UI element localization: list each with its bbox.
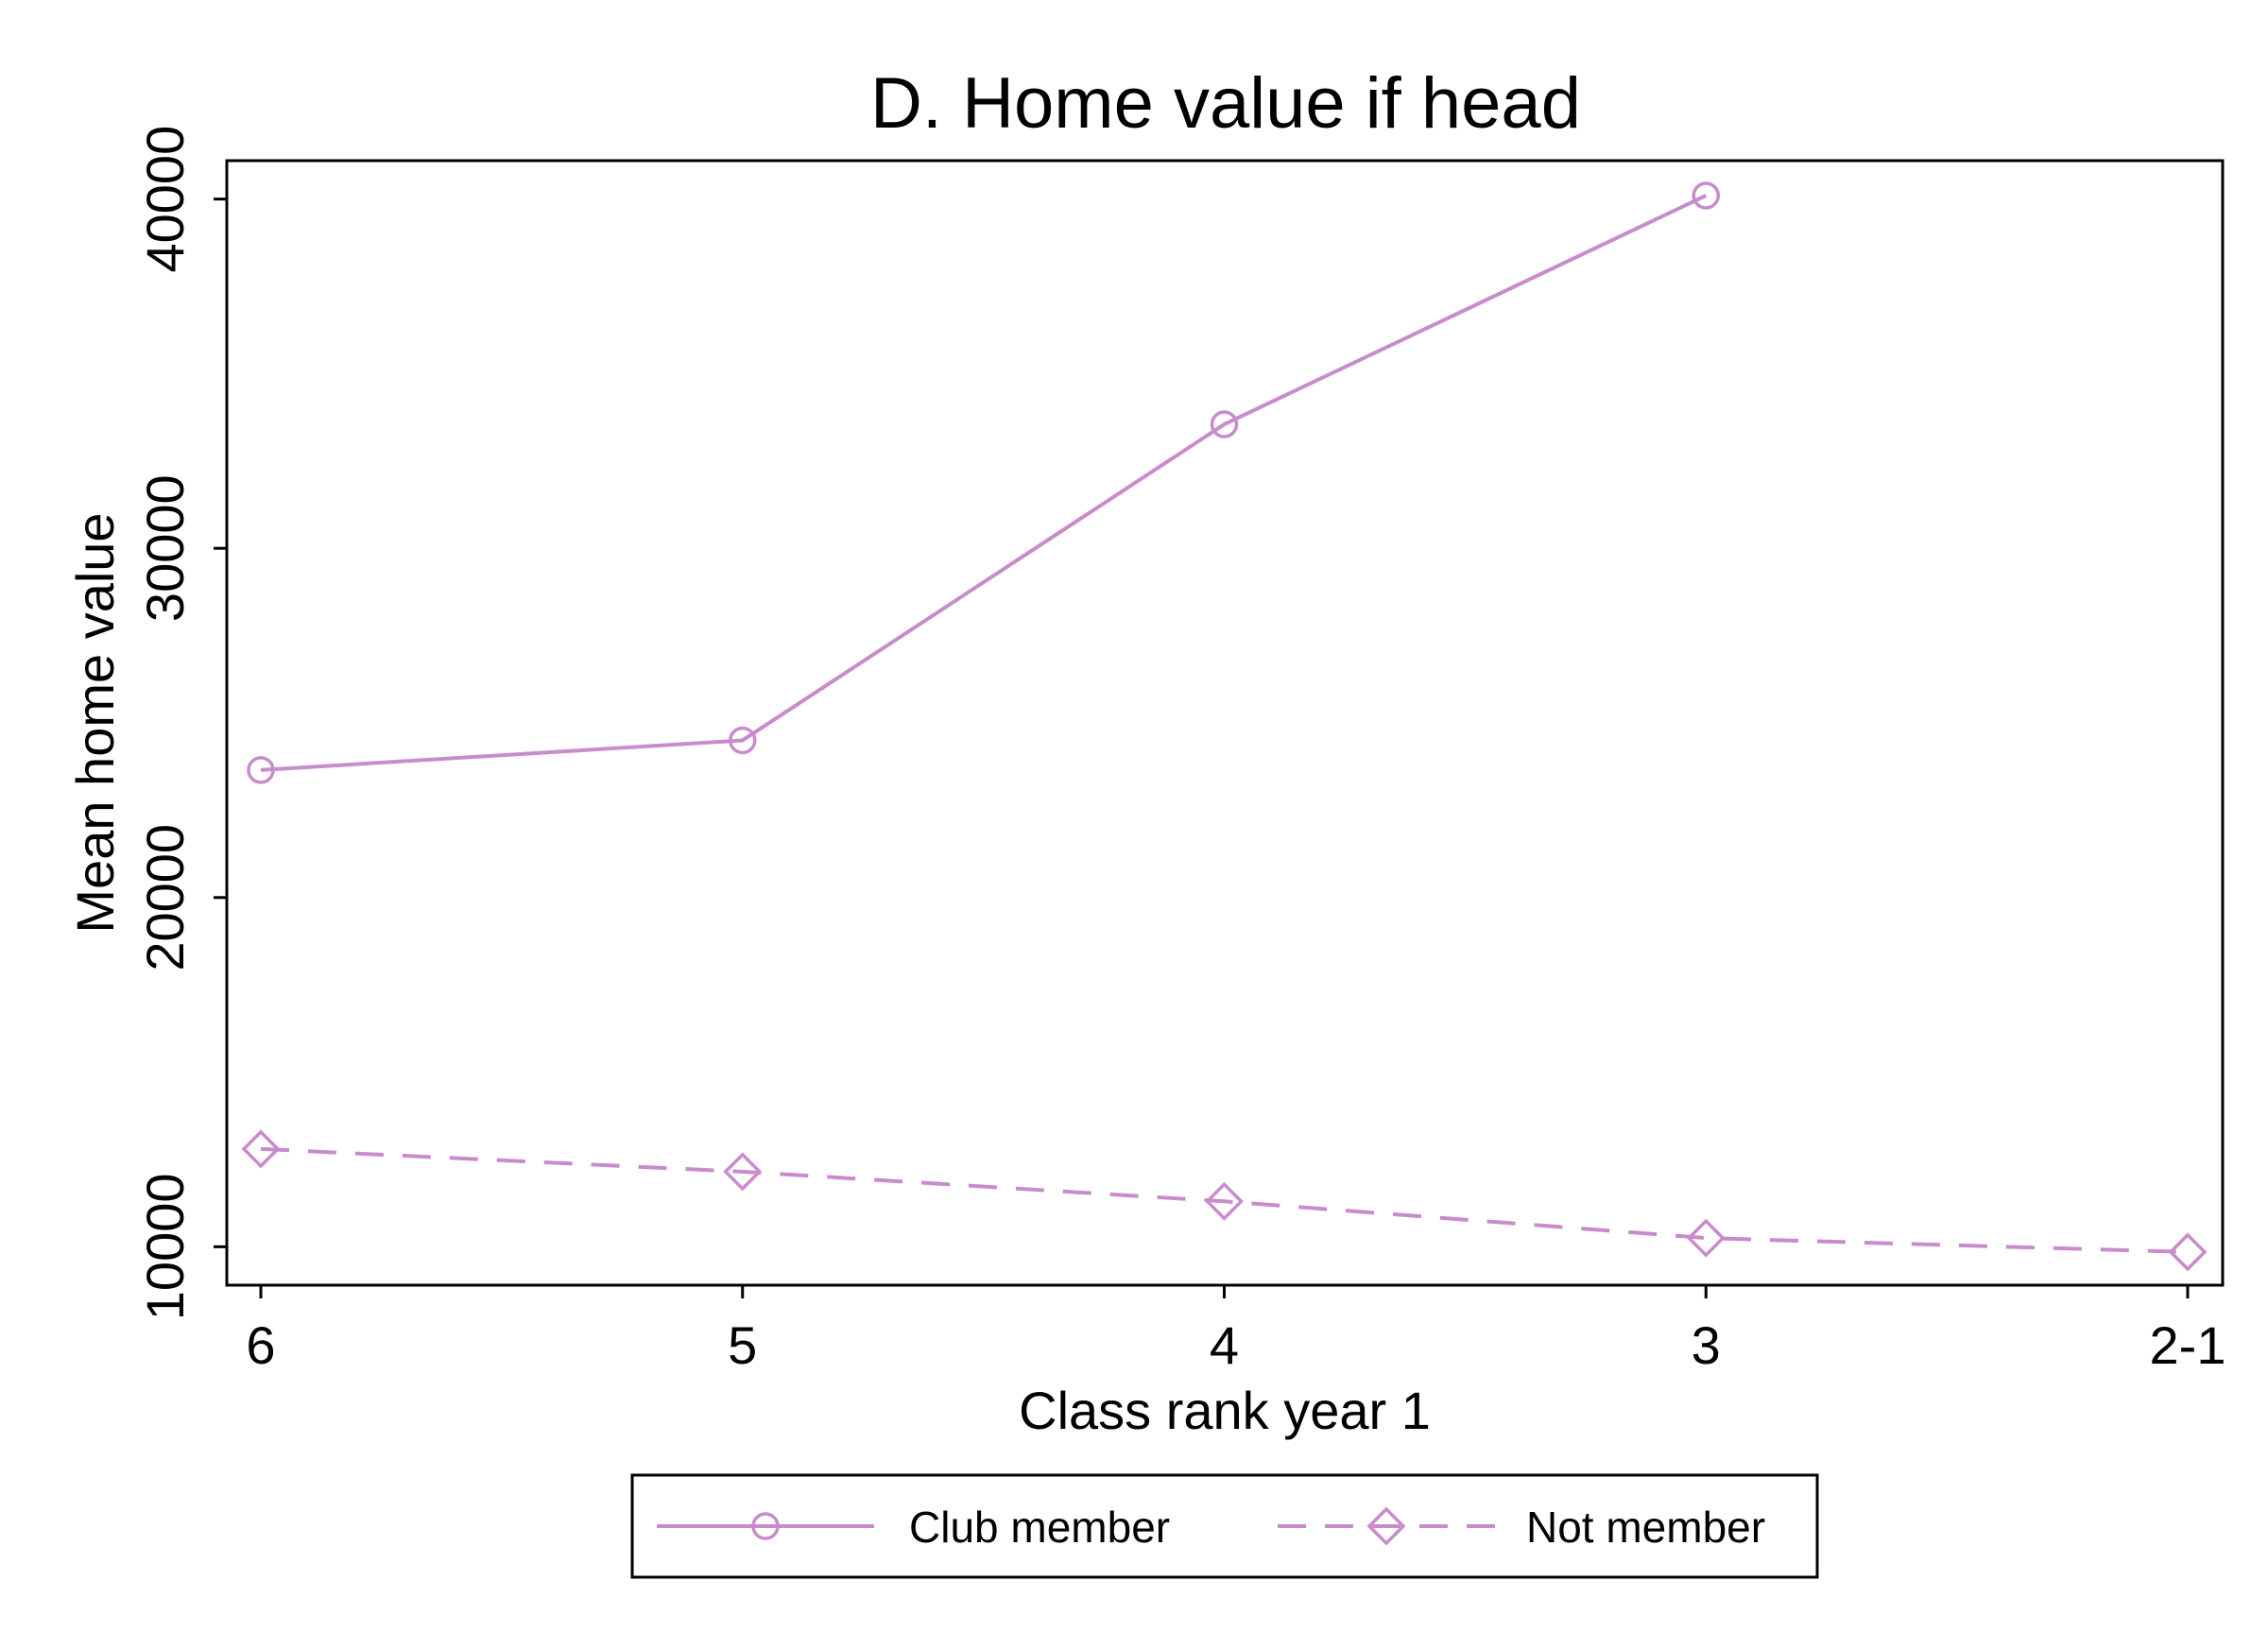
y-axis: 10000 20000 30000 40000	[135, 126, 227, 1320]
series-line-not-member	[260, 1146, 2189, 1254]
series-club-member	[247, 181, 1720, 784]
y-tick-label: 10000	[135, 1173, 195, 1320]
legend-marker	[751, 1512, 780, 1540]
chart-title: D. Home value if head	[870, 63, 1581, 144]
data-point-club-member	[1210, 410, 1239, 438]
x-tick-label: 3	[1692, 1315, 1721, 1375]
y-axis-label: Mean home value	[65, 512, 125, 933]
series-layer	[241, 181, 2208, 1272]
x-axis: 6 5 4 3 2-1	[246, 1285, 2225, 1375]
data-point-not-member	[723, 1152, 763, 1192]
data-point-club-member	[729, 726, 757, 755]
data-point-not-member	[1205, 1181, 1244, 1221]
legend-marker	[1366, 1506, 1406, 1546]
data-point-club-member	[1692, 181, 1720, 210]
y-tick-label: 20000	[135, 824, 195, 971]
data-point-not-member	[1686, 1218, 1726, 1258]
data-point-club-member	[247, 756, 275, 784]
series-line-club-member	[260, 194, 1708, 772]
legend-label: Club member	[909, 1503, 1170, 1552]
y-tick-label: 30000	[135, 474, 195, 622]
x-axis-label: Class rank year 1	[1019, 1381, 1431, 1440]
data-point-not-member	[2168, 1232, 2208, 1272]
y-tick-label: 40000	[135, 126, 195, 273]
legend-label: Not member	[1526, 1503, 1765, 1552]
x-tick-label: 4	[1210, 1315, 1239, 1375]
legend-item-club-member: Club member	[657, 1503, 1170, 1552]
data-point-not-member	[241, 1129, 281, 1169]
x-tick-label: 5	[728, 1315, 757, 1375]
x-tick-label: 2-1	[2150, 1315, 2226, 1375]
plot-frame	[225, 159, 2225, 1287]
legend-item-not-member: Not member	[1278, 1503, 1765, 1552]
series-not-member	[241, 1129, 2208, 1272]
x-tick-label: 6	[246, 1315, 275, 1375]
legend: Club member Not member	[630, 1473, 1819, 1579]
